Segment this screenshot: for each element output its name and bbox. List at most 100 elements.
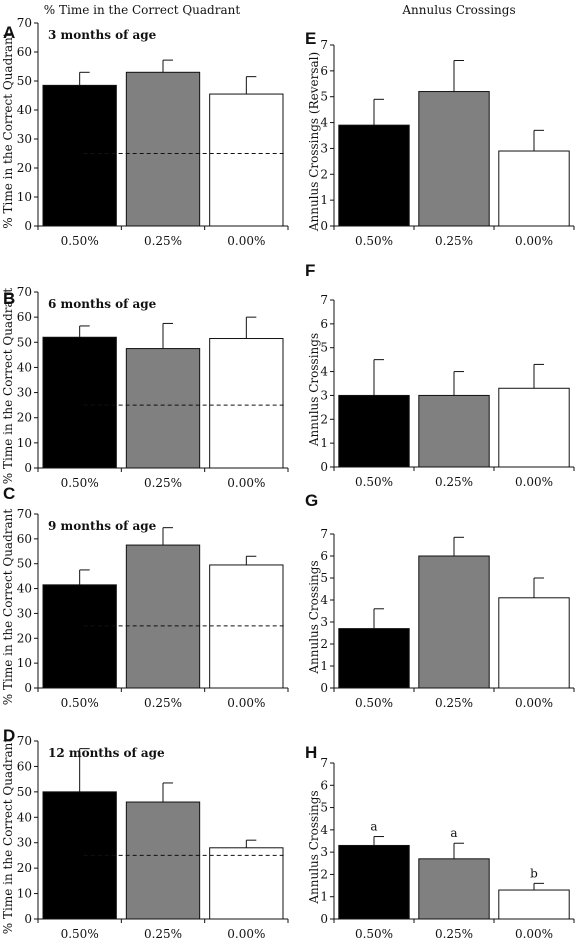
y-tick-label: 60 [17, 532, 32, 546]
panel-letter: E [305, 29, 316, 48]
bar [338, 628, 410, 689]
y-tick-label: 50 [17, 74, 32, 88]
category-label: 0.25% [435, 696, 473, 710]
panel-letter: B [3, 289, 15, 308]
y-tick-label: 1 [320, 890, 328, 904]
y-axis-label: % Time in the Correct Quadrant [1, 509, 15, 706]
category-label: 0.00% [515, 234, 553, 248]
y-tick-label: 6 [320, 778, 328, 792]
left-column-title: % Time in the Correct Quadrant [44, 3, 241, 17]
panel-g: G 0.50% 0.25% 0.00% 0 1 2 3 4 5 6 7 Annulus Crossing… [305, 491, 575, 710]
right-column-title: Annulus Crossings [401, 3, 515, 17]
y-axis-label: Annulus Crossings [307, 333, 321, 447]
y-tick-label: 0 [320, 912, 328, 926]
panel-title: 9 months of age [48, 519, 157, 533]
y-tick-label: 70 [17, 285, 32, 299]
panel-letter: H [305, 743, 317, 762]
category-label: 0.25% [144, 234, 182, 248]
y-tick-label: 70 [17, 16, 32, 30]
category-label: 0.50% [355, 234, 393, 248]
panel-d: D 0.50% 0.25% 0.00% 0 10 20 30 40 50 60 70% Time in… [1, 726, 289, 941]
category-label: 0.25% [435, 927, 473, 941]
bar [418, 91, 490, 227]
bar [418, 555, 490, 689]
bar [125, 348, 201, 469]
y-tick-label: 20 [17, 631, 32, 645]
y-axis-label: Annulus Crossings [307, 790, 321, 904]
y-tick-label: 3 [320, 615, 328, 629]
y-tick-label: 2 [320, 167, 328, 181]
y-tick-label: 0 [24, 681, 32, 695]
y-tick-label: 6 [320, 64, 328, 78]
panel-title: 3 months of age [48, 28, 157, 42]
category-label: 0.50% [61, 927, 99, 941]
y-tick-label: 5 [320, 801, 328, 815]
y-axis-label: Annulus Crossings (Reversal) [307, 52, 321, 232]
category-label: 0.50% [61, 696, 99, 710]
y-tick-label: 50 [17, 557, 32, 571]
panel-h: Ha 0.50% a 0.25% b 0.00% 0 1 2 3 4 5 6 7 Annulus Cross… [305, 743, 575, 941]
y-tick-label: 0 [24, 461, 32, 475]
y-tick-label: 7 [320, 38, 328, 52]
bar [338, 124, 410, 227]
y-tick-label: 5 [320, 341, 328, 355]
y-tick-label: 60 [17, 45, 32, 59]
y-tick-label: 2 [320, 867, 328, 881]
panel-f: F 0.50% 0.25% 0.00% 0 1 2 3 4 5 6 7 Annulus Crossing… [305, 261, 575, 489]
y-tick-label: 0 [24, 912, 32, 926]
y-tick-label: 70 [17, 507, 32, 521]
panel-letter: C [3, 484, 15, 503]
category-label: 0.25% [435, 475, 473, 489]
panel-title: 6 months of age [48, 297, 157, 311]
y-tick-label: 3 [320, 388, 328, 402]
y-tick-label: 10 [17, 887, 32, 901]
y-tick-label: 1 [320, 436, 328, 450]
bar [42, 791, 117, 920]
y-tick-label: 4 [320, 593, 328, 607]
bar [498, 387, 570, 468]
bar [338, 394, 410, 468]
bar [209, 338, 284, 469]
y-tick-label: 0 [320, 219, 328, 233]
y-tick-label: 7 [320, 293, 328, 307]
category-label: 0.50% [355, 475, 393, 489]
y-tick-label: 0 [320, 681, 328, 695]
y-tick-label: 7 [320, 756, 328, 770]
category-label: 0.50% [61, 476, 99, 490]
y-tick-label: 7 [320, 527, 328, 541]
y-tick-label: 60 [17, 310, 32, 324]
y-axis-label: % Time in the Correct Quadrant [1, 288, 15, 485]
y-tick-label: 3 [320, 845, 328, 859]
bar [498, 889, 570, 920]
y-tick-label: 40 [17, 810, 32, 824]
y-tick-label: 10 [17, 436, 32, 450]
y-tick-label: 2 [320, 412, 328, 426]
panel-b: B 0.50% 0.25% 0.00% 0 10 20 30 40 50 60 70% Time in… [1, 285, 289, 490]
y-tick-label: 10 [17, 656, 32, 670]
y-tick-label: 10 [17, 190, 32, 204]
y-tick-label: 30 [17, 836, 32, 850]
bar [338, 844, 410, 920]
y-tick-label: 30 [17, 386, 32, 400]
category-label: 0.25% [144, 927, 182, 941]
bar [125, 71, 201, 227]
y-tick-label: 6 [320, 317, 328, 331]
significance-label: a [450, 826, 457, 840]
category-label: 0.25% [144, 696, 182, 710]
significance-label: b [530, 866, 538, 880]
category-label: 0.25% [435, 234, 473, 248]
category-label: 0.00% [515, 696, 553, 710]
panel-letter: A [3, 23, 15, 42]
y-tick-label: 40 [17, 360, 32, 374]
y-tick-label: 1 [320, 193, 328, 207]
bar [209, 564, 284, 689]
y-tick-label: 2 [320, 637, 328, 651]
bar [498, 150, 570, 227]
category-label: 0.25% [144, 476, 182, 490]
y-tick-label: 5 [320, 90, 328, 104]
y-tick-label: 20 [17, 861, 32, 875]
panel-a: A 0.50% 0.25% 0.00% 0 10 20 30 40 50 60 70% Time in… [1, 16, 289, 248]
category-label: 0.00% [227, 927, 265, 941]
